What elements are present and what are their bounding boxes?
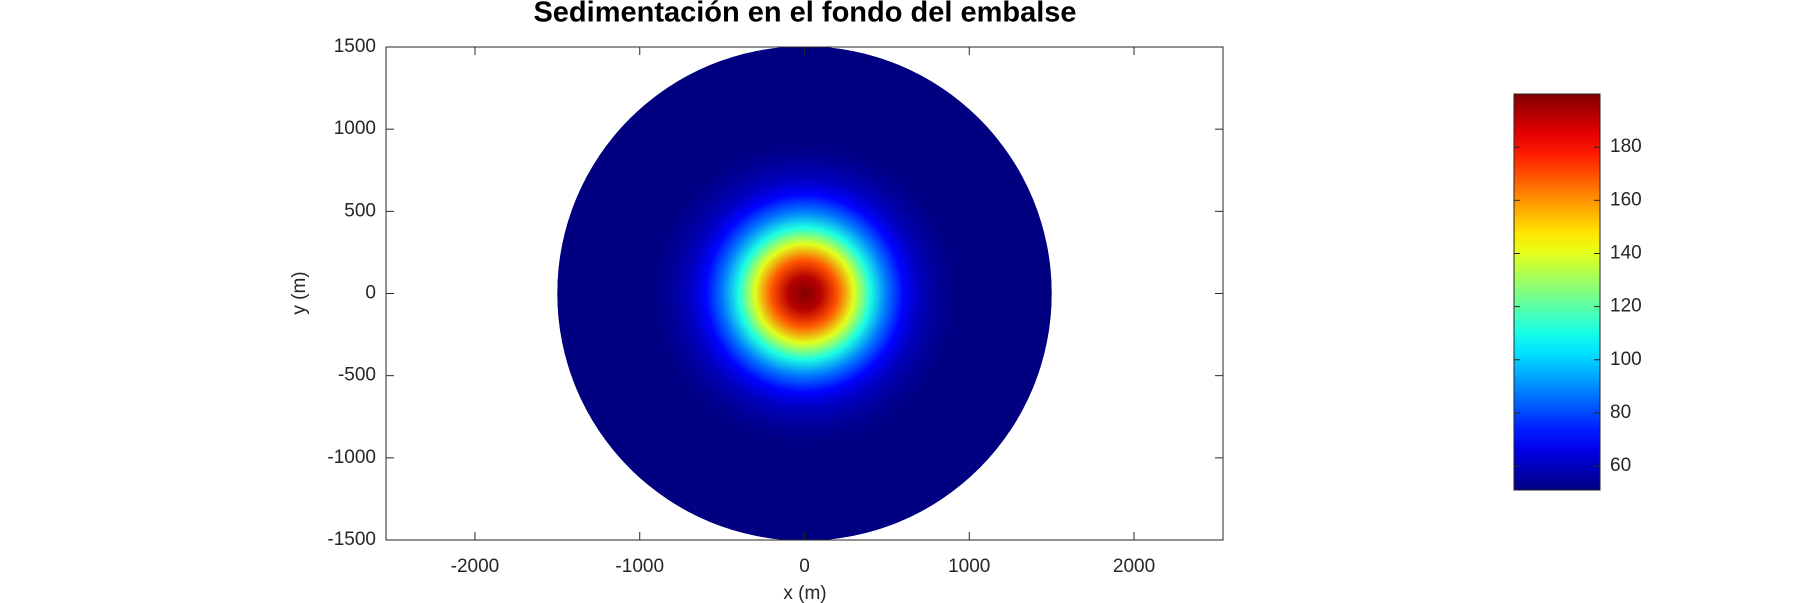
y-tick-label: 500 xyxy=(344,200,376,221)
y-tick-label: 1000 xyxy=(334,118,376,139)
y-tick-label: 0 xyxy=(365,283,376,304)
x-tick-label: 2000 xyxy=(1113,556,1155,577)
x-axis-label: x (m) xyxy=(783,583,826,603)
x-tick-label: -2000 xyxy=(451,556,500,577)
colorbar xyxy=(1513,93,1601,491)
y-tick-label: 1500 xyxy=(334,36,376,57)
field-smooth xyxy=(557,47,1052,540)
colorbar-tick-label: 120 xyxy=(1610,296,1642,317)
colorbar-tick-label: 80 xyxy=(1610,402,1631,423)
colorbar-tick-label: 60 xyxy=(1610,455,1631,476)
colorbar-tick-label: 140 xyxy=(1610,242,1642,263)
y-axis-label: y (m) xyxy=(289,271,310,314)
x-tick-label: 0 xyxy=(799,556,810,577)
y-tick-label: -500 xyxy=(338,365,376,386)
colorbar-tick-label: 100 xyxy=(1610,349,1642,370)
x-tick-label: 1000 xyxy=(948,556,990,577)
colorbar-tick-label: 180 xyxy=(1610,136,1642,157)
chart-title: Sedimentación en el fondo del embalse xyxy=(533,0,1076,29)
y-tick-label: -1000 xyxy=(327,447,376,468)
y-tick-label: -1500 xyxy=(327,529,376,550)
x-tick-label: -1000 xyxy=(615,556,664,577)
field xyxy=(557,47,1052,540)
colorbar-tick-label: 160 xyxy=(1610,189,1642,210)
